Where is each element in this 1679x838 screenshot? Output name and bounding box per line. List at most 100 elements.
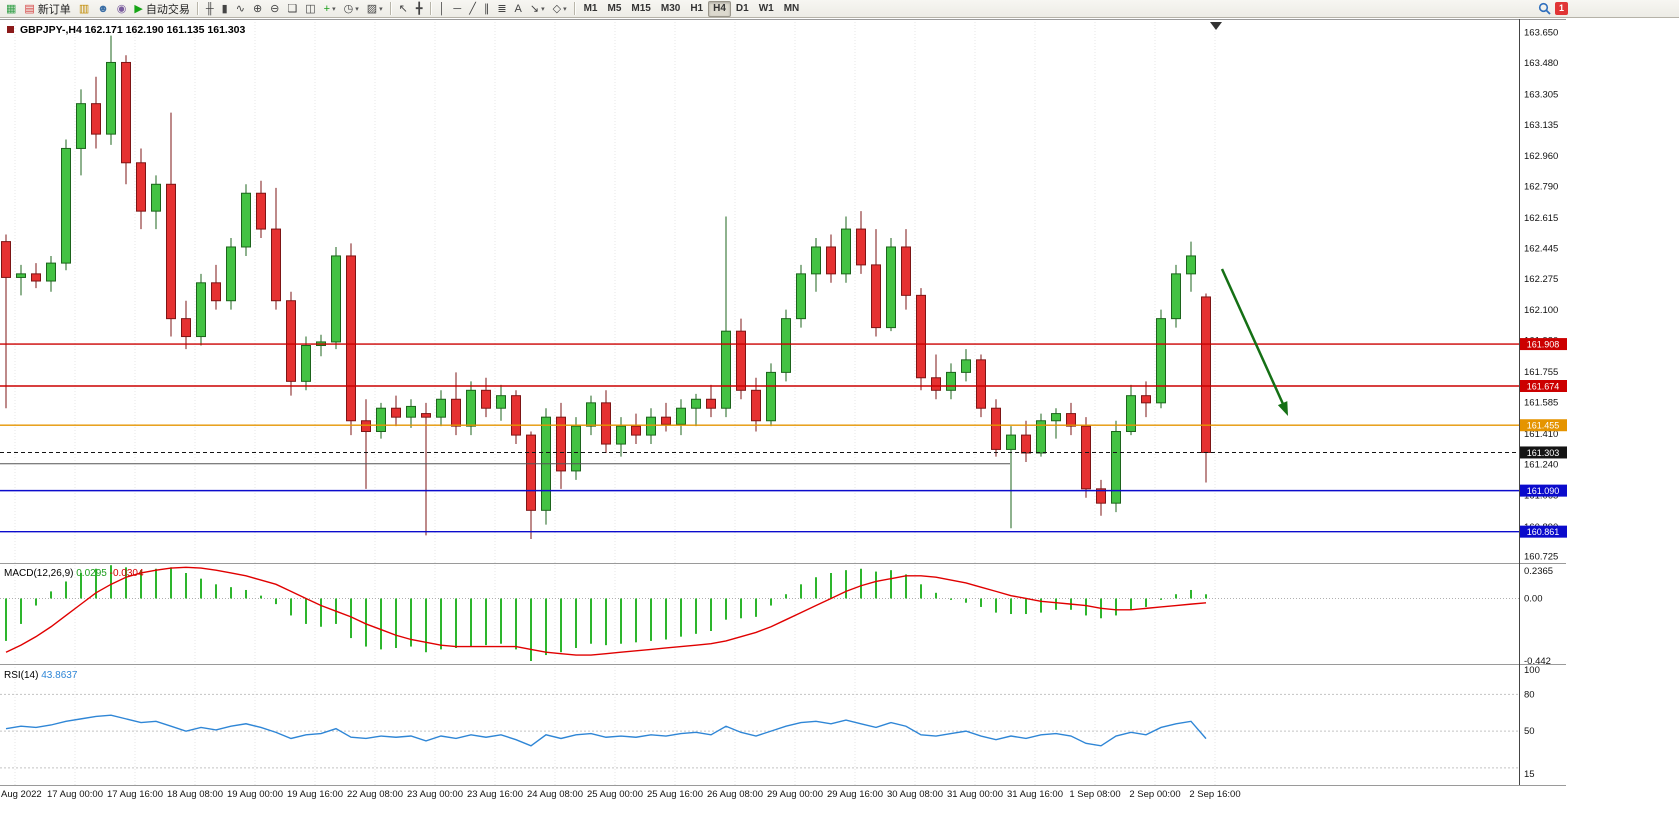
candle	[496, 395, 506, 409]
trendline-icon: ╱	[469, 2, 476, 15]
timeframe-d1-button[interactable]: D1	[731, 1, 754, 17]
arrows-icon: ↘	[529, 2, 540, 15]
expert-advisors-button[interactable]: ☻	[93, 1, 113, 17]
toolbar-separator	[196, 2, 199, 15]
periods-button[interactable]: ◷ ▾	[340, 1, 363, 17]
candle	[1201, 296, 1211, 453]
candle	[31, 273, 41, 282]
vertical-line-icon: │	[438, 2, 446, 15]
svg-text:17 Aug 00:00: 17 Aug 00:00	[47, 789, 103, 800]
arrange-windows-icon: ◫	[305, 2, 316, 15]
candlestick-series	[1, 35, 1211, 539]
timeframe-m15-button-label: M15	[631, 3, 651, 14]
chart-canvas[interactable]: 163.650 163.480 163.305 163.135 162.960 162.7…	[0, 19, 1679, 838]
timeframe-m15-button[interactable]: M15	[626, 1, 655, 17]
svg-text:161.755: 161.755	[1524, 367, 1558, 378]
trendline-button[interactable]: ╱	[465, 1, 480, 17]
candle	[91, 103, 101, 135]
scripts-button[interactable]: ◉	[113, 1, 131, 17]
zoom-out-button[interactable]: ⊖	[266, 1, 283, 17]
svg-text:-0.442: -0.442	[1524, 656, 1551, 667]
svg-text:16 Aug 2022: 16 Aug 2022	[0, 789, 42, 800]
main-toolbar: ▦ ▤ 新订单 ▥ ☻ ◉ ▶ 自动交易 ╫ ▮ ∿ ⊕ ⊖ ❏ ◫ + ▾ ◷ ▾ ▨ ▾ ↖ ╋ │ ─ ╱ ∥ ≣ A ↘ ▾ ◇ ▾ M1…	[0, 0, 1679, 18]
candle	[661, 416, 671, 425]
svg-text:30 Aug 08:00: 30 Aug 08:00	[887, 789, 943, 800]
candle	[481, 389, 491, 409]
svg-text:31 Aug 00:00: 31 Aug 00:00	[947, 789, 1003, 800]
candle	[691, 398, 701, 409]
indicators-button[interactable]: + ▾	[320, 1, 340, 17]
tile-windows-icon: ❏	[287, 2, 298, 15]
timeframe-m5-button-label: M5	[607, 3, 622, 14]
timeframe-w1-button[interactable]: W1	[754, 1, 779, 17]
charts-button[interactable]: ▥	[75, 1, 93, 17]
shapes-button[interactable]: ◇ ▾	[549, 1, 571, 17]
chevron-down-icon: ▾	[332, 5, 336, 13]
auto-trading-button[interactable]: ▶ 自动交易	[130, 1, 193, 17]
cursor-button[interactable]: ↖	[395, 1, 412, 17]
tile-windows-button[interactable]: ❏	[283, 1, 301, 17]
svg-text:162.960: 162.960	[1524, 151, 1558, 162]
bar-chart-type-button[interactable]: ╫	[202, 1, 218, 17]
timeframe-m5-button[interactable]: M5	[603, 1, 627, 17]
svg-text:19 Aug 16:00: 19 Aug 16:00	[287, 789, 343, 800]
svg-text:17 Aug 16:00: 17 Aug 16:00	[107, 789, 163, 800]
candle	[121, 61, 131, 164]
svg-text:162.790: 162.790	[1524, 182, 1558, 193]
new-order-button[interactable]: ▤ 新订单	[20, 1, 74, 17]
svg-text:161.090: 161.090	[1527, 486, 1560, 496]
candle	[796, 273, 806, 320]
candle	[946, 371, 956, 391]
timeframe-h4-button[interactable]: H4	[708, 0, 731, 17]
candle	[721, 330, 731, 409]
timeframe-h1-button-label: H1	[690, 3, 704, 14]
timeframe-m1-button[interactable]: M1	[579, 1, 603, 17]
candle	[106, 61, 116, 135]
candle	[1126, 395, 1136, 433]
toolbar-separator	[429, 2, 432, 15]
candle	[856, 228, 866, 266]
svg-text:161.585: 161.585	[1524, 397, 1558, 408]
zoom-in-button[interactable]: ⊕	[249, 1, 266, 17]
candle-chart-type-button[interactable]: ▮	[218, 1, 232, 17]
candle	[1156, 318, 1166, 404]
chart-window-button[interactable]: ▦	[2, 1, 20, 17]
crosshair-button[interactable]: ╋	[412, 1, 427, 17]
candle	[1141, 395, 1151, 404]
candle	[211, 282, 221, 302]
templates-button[interactable]: ▨ ▾	[363, 1, 387, 17]
chart-shift-marker[interactable]	[1210, 22, 1222, 30]
notifications-badge[interactable]: 1	[1555, 2, 1568, 15]
svg-text:23 Aug 00:00: 23 Aug 00:00	[407, 789, 463, 800]
candle	[76, 103, 86, 149]
arrows-button[interactable]: ↘ ▾	[526, 1, 549, 17]
price-badge-161.908: 161.908	[1520, 338, 1567, 351]
search-icon[interactable]	[1538, 2, 1551, 15]
candle	[631, 425, 641, 436]
scripts-icon: ◉	[116, 2, 127, 15]
text-button[interactable]: A	[511, 1, 526, 17]
vertical-line-button[interactable]: │	[435, 1, 450, 17]
rsi-pane	[0, 693, 1519, 769]
time-scale[interactable]: 16 Aug 2022 17 Aug 00:00 17 Aug 16:00 18 Au…	[0, 789, 1241, 800]
indicators-icon: +	[323, 2, 331, 15]
trend-arrow-annotation[interactable]	[1220, 268, 1288, 416]
timeframe-h1-button[interactable]: H1	[685, 1, 708, 17]
line-chart-type-button[interactable]: ∿	[232, 1, 249, 17]
svg-text:0.00: 0.00	[1524, 593, 1543, 604]
timeframe-mn-button[interactable]: MN	[779, 1, 805, 17]
arrange-windows-button[interactable]: ◫	[301, 1, 319, 17]
timeframe-m30-button[interactable]: M30	[656, 1, 685, 17]
text-icon: A	[514, 2, 522, 15]
channel-button[interactable]: ∥	[480, 1, 494, 17]
svg-text:2 Sep 00:00: 2 Sep 00:00	[1129, 789, 1180, 800]
svg-text:1 Sep 08:00: 1 Sep 08:00	[1069, 789, 1120, 800]
svg-text:162.445: 162.445	[1524, 243, 1558, 254]
candle	[1051, 413, 1061, 422]
fibonacci-button[interactable]: ≣	[493, 1, 510, 17]
candle	[346, 255, 356, 422]
horizontal-line-button[interactable]: ─	[449, 1, 465, 17]
candle	[736, 330, 746, 391]
price-scale[interactable]: 163.650 163.480 163.305 163.135 162.960 162.7…	[1520, 28, 1567, 780]
price-badge-160.861: 160.861	[1520, 525, 1567, 538]
